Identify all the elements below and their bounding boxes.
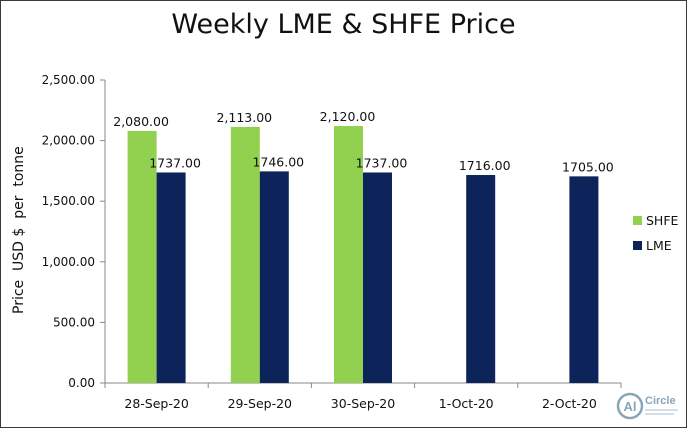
lme-data-label: 1705.00 bbox=[562, 159, 614, 174]
lme-data-label: 1716.00 bbox=[459, 158, 511, 173]
logo-text: Circle bbox=[645, 395, 676, 407]
y-tick-label: 1,000.00 bbox=[42, 255, 95, 269]
lme-data-label: 1737.00 bbox=[356, 155, 408, 170]
lme-bar bbox=[466, 175, 496, 383]
lme-bar bbox=[259, 171, 289, 383]
chart-title: Weekly LME & SHFE Price bbox=[171, 9, 516, 40]
y-tick-label: 2,000.00 bbox=[42, 134, 95, 148]
x-tick-label: 29-Sep-20 bbox=[228, 396, 292, 411]
x-tick-label: 2-Oct-20 bbox=[542, 396, 597, 411]
shfe-bar bbox=[230, 126, 260, 383]
legend-swatch-lme bbox=[633, 241, 642, 250]
legend-label-lme: LME bbox=[646, 238, 672, 253]
logo-ring-icon bbox=[616, 392, 644, 420]
shfe-bar bbox=[127, 130, 157, 383]
lme-bar bbox=[156, 172, 186, 383]
lme-bar bbox=[363, 172, 392, 383]
lme-bar bbox=[569, 176, 599, 383]
y-tick-label: 0.00 bbox=[68, 376, 95, 390]
logo-badge-text: Al bbox=[624, 399, 637, 414]
lme-data-label: 1737.00 bbox=[149, 155, 201, 170]
y-tick-label: 1,500.00 bbox=[42, 194, 95, 208]
y-tick-label: 500.00 bbox=[53, 315, 95, 329]
alcircle-logo: Al Circle bbox=[616, 392, 678, 420]
x-tick-label: 28-Sep-20 bbox=[124, 396, 188, 411]
y-tick-label: 2,500.00 bbox=[42, 73, 95, 87]
shfe-data-label: 2,113.00 bbox=[216, 110, 272, 125]
shfe-bar bbox=[334, 126, 363, 383]
shfe-data-label: 2,120.00 bbox=[320, 109, 376, 124]
lme-data-label: 1746.00 bbox=[252, 154, 304, 169]
legend-label-shfe: SHFE bbox=[646, 213, 679, 228]
x-tick-label: 1-Oct-20 bbox=[439, 396, 494, 411]
x-tick-label: 30-Sep-20 bbox=[331, 396, 395, 411]
legend-swatch-shfe bbox=[633, 216, 642, 225]
shfe-data-label: 2,080.00 bbox=[113, 114, 169, 129]
